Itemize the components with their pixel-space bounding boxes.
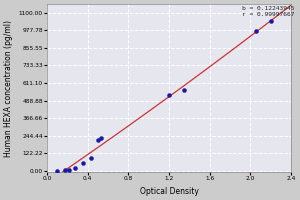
Point	[268, 19, 273, 22]
Point	[55, 169, 60, 172]
Point	[80, 161, 85, 164]
Point	[253, 30, 258, 33]
Y-axis label: Human HEXA concentration (pg/ml): Human HEXA concentration (pg/ml)	[4, 20, 13, 157]
Point	[95, 138, 100, 141]
Point	[63, 169, 68, 172]
Point	[182, 89, 187, 92]
Point	[73, 166, 78, 170]
Point	[67, 168, 72, 171]
Point	[98, 136, 103, 139]
X-axis label: Optical Density: Optical Density	[140, 187, 199, 196]
Point	[167, 93, 172, 96]
Point	[88, 157, 93, 160]
Text: b = 0.12243945
r = 0.99997667: b = 0.12243945 r = 0.99997667	[242, 6, 294, 17]
